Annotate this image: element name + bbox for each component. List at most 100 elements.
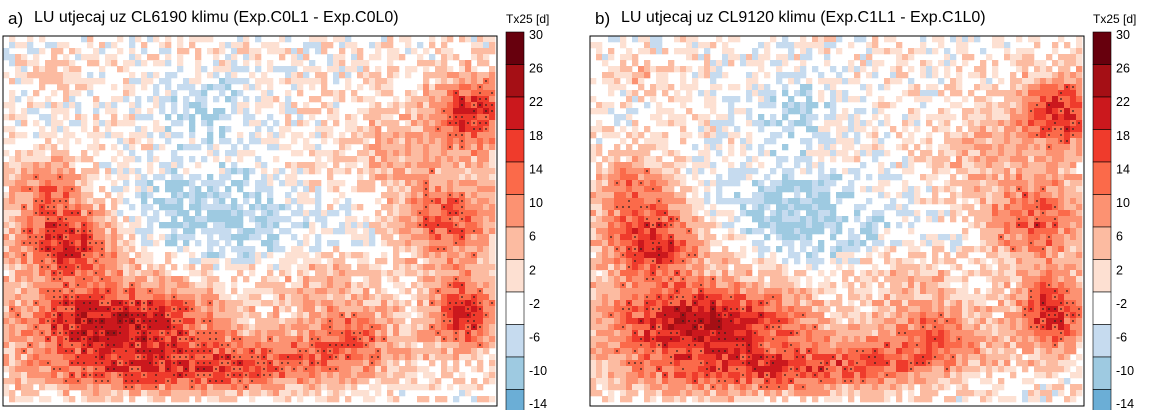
map-cell (57, 102, 64, 109)
map-cell (327, 54, 334, 61)
map-cell (117, 294, 124, 301)
map-cell (333, 72, 340, 79)
significance-dot (119, 362, 121, 364)
map-cell (1034, 72, 1041, 79)
map-cell (351, 42, 358, 49)
map-cell (159, 324, 166, 331)
significance-dot (107, 338, 109, 340)
map-cell (117, 138, 124, 145)
map-cell (489, 126, 496, 133)
map-cell (219, 222, 226, 229)
map-cell (842, 90, 849, 97)
significance-dot (383, 338, 385, 340)
map-cell (81, 156, 88, 163)
significance-dot (47, 290, 49, 292)
map-cell (429, 60, 436, 67)
map-cell (453, 396, 460, 403)
map-cell (219, 234, 226, 241)
map-cell (417, 186, 424, 193)
map-cell (21, 234, 28, 241)
map-cell (369, 276, 376, 283)
map-cell (429, 258, 436, 265)
map-cell (357, 108, 364, 115)
map-cell (950, 90, 957, 97)
map-cell (423, 306, 430, 313)
map-cell (117, 276, 124, 283)
map-cell (225, 60, 232, 67)
significance-dot (461, 116, 463, 118)
map-cell (267, 48, 274, 55)
map-cell (249, 258, 256, 265)
significance-dot (53, 320, 55, 322)
map-cell (399, 300, 406, 307)
map-cell (327, 390, 334, 397)
map-cell (21, 216, 28, 223)
map-cell (620, 66, 627, 73)
map-cell (1058, 84, 1065, 91)
significance-dot (119, 308, 121, 310)
map-cell (231, 78, 238, 85)
map-cell (3, 54, 10, 61)
map-cell (51, 60, 58, 67)
map-cell (153, 84, 160, 91)
significance-dot (317, 338, 319, 340)
map-cell (147, 294, 154, 301)
map-cell (93, 294, 100, 301)
map-cell (3, 264, 10, 271)
map-cell (357, 264, 364, 271)
map-cell (309, 366, 316, 373)
map-cell (387, 168, 394, 175)
map-cell (806, 84, 813, 91)
map-cell (105, 54, 112, 61)
significance-dot (1072, 86, 1074, 88)
map-cell (171, 132, 178, 139)
map-cell (363, 72, 370, 79)
map-cell (183, 390, 190, 397)
map-cell (465, 276, 472, 283)
map-cell (327, 174, 334, 181)
map-cell (896, 78, 903, 85)
map-cell (321, 228, 328, 235)
map-cell (39, 312, 46, 319)
map-cell (429, 372, 436, 379)
map-cell (393, 228, 400, 235)
map-cell (429, 114, 436, 121)
significance-dot (113, 368, 115, 370)
map-cell (129, 36, 136, 43)
map-cell (339, 60, 346, 67)
map-cell (129, 138, 136, 145)
map-cell (315, 144, 322, 151)
map-cell (608, 72, 615, 79)
map-cell (207, 186, 214, 193)
map-cell (243, 246, 250, 253)
map-cell (183, 246, 190, 253)
map-cell (45, 174, 52, 181)
map-cell (315, 36, 322, 43)
map-cell (1064, 60, 1071, 67)
map-cell (201, 264, 208, 271)
map-cell (758, 90, 765, 97)
map-cell (117, 366, 124, 373)
significance-dot (53, 326, 55, 328)
map-cell (159, 96, 166, 103)
map-cell (315, 246, 322, 253)
map-cell (255, 258, 262, 265)
map-cell (3, 222, 10, 229)
map-cell (333, 318, 340, 325)
map-cell (3, 198, 10, 205)
map-cell (441, 186, 448, 193)
map-cell (249, 114, 256, 121)
map-cell (195, 396, 202, 403)
map-cell (381, 240, 388, 247)
map-cell (447, 138, 454, 145)
map-cell (435, 102, 442, 109)
map-cell (369, 384, 376, 391)
significance-dot (77, 362, 79, 364)
map-cell (267, 210, 274, 217)
significance-dot (41, 200, 43, 202)
map-cell (339, 144, 346, 151)
map-cell (447, 126, 454, 133)
map-cell (75, 192, 82, 199)
map-cell (171, 240, 178, 247)
map-cell (249, 210, 256, 217)
